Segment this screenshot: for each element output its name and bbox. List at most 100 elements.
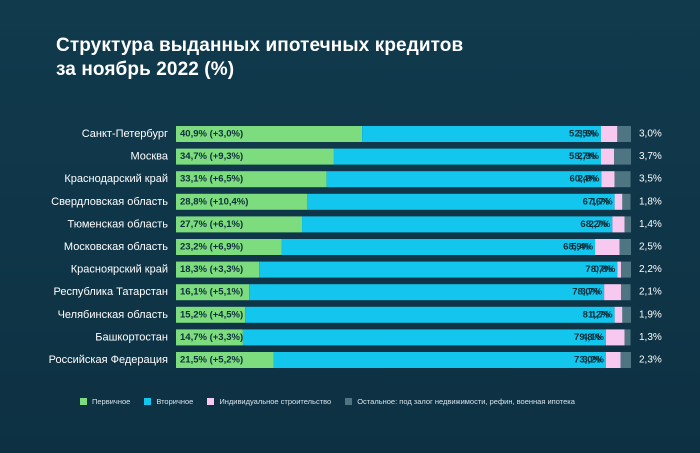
data-label-primary: 40,9% (+3,0%) xyxy=(180,129,243,140)
data-label-other: 2,1% xyxy=(639,287,662,298)
data-label-primary: 16,1% (+5,1%) xyxy=(180,287,243,298)
data-label-secondary: 60,4% xyxy=(569,174,596,185)
data-label-primary: 27,7% (+6,1%) xyxy=(180,219,243,230)
bar-segment-individual xyxy=(612,216,625,233)
bar-segment-individual xyxy=(605,352,621,368)
legend-label-primary: Первичное xyxy=(92,397,131,406)
bar-segment-individual xyxy=(605,329,625,346)
data-label-other: 3,5% xyxy=(639,174,662,185)
data-label-secondary: 68,2% xyxy=(580,219,607,230)
bar-segment-primary xyxy=(176,216,303,233)
bar-segment-secondary xyxy=(281,239,596,255)
category-label: Краснодарский край xyxy=(64,173,168,185)
legend-label-individual: Индивидуальное строительство xyxy=(219,397,332,406)
data-label-other: 3,0% xyxy=(639,129,662,140)
category-label: Санкт-Петербург xyxy=(82,128,168,140)
data-label-other: 3,7% xyxy=(639,151,662,162)
chart-title-line-2: за ноябрь 2022 (%) xyxy=(56,59,235,80)
legend-item-other: Остальное: под залог недвижимости, рефин… xyxy=(345,397,575,406)
bar-segment-other xyxy=(620,284,631,301)
chart-title: Структура выданных ипотечных кредитов за… xyxy=(56,34,576,82)
data-label-individual: 1,7% xyxy=(591,309,613,320)
bar-segment-individual xyxy=(614,306,623,323)
data-label-primary: 18,3% (+3,3%) xyxy=(180,264,243,275)
data-label-other: 1,9% xyxy=(639,309,662,320)
data-label-individual: 3,6% xyxy=(577,129,599,140)
data-label-other: 2,3% xyxy=(639,355,662,366)
legend-item-primary: Первичное xyxy=(80,397,130,406)
bar-segment-other xyxy=(614,148,632,165)
category-label: Красноярский край xyxy=(71,264,168,276)
data-label-other: 1,3% xyxy=(639,332,662,343)
bar-segment-other xyxy=(614,171,631,188)
data-label-primary: 28,8% (+10,4%) xyxy=(180,196,248,207)
category-label: Челябинская область xyxy=(58,309,169,321)
data-label-secondary: 73,0% xyxy=(574,355,601,366)
bar-segment-secondary xyxy=(307,193,615,210)
bar-segment-individual xyxy=(600,126,618,142)
data-label-secondary: 58,7% xyxy=(569,151,596,162)
bar-segment-secondary xyxy=(242,329,606,346)
category-label: Московская область xyxy=(64,241,168,253)
bar-segment-individual xyxy=(601,171,615,188)
category-label: Свердловская область xyxy=(51,196,168,208)
category-label: Российская Федерация xyxy=(49,354,168,366)
category-label: Республика Татарстан xyxy=(53,286,168,298)
bar-segment-secondary xyxy=(245,306,615,323)
bar-segment-individual xyxy=(600,148,615,165)
data-label-individual: 2,7% xyxy=(589,219,611,230)
bar-segment-secondary xyxy=(333,148,601,165)
bar-segment-primary xyxy=(176,261,260,278)
bar-segment-primary xyxy=(176,126,363,142)
bar-segment-secondary xyxy=(259,261,618,278)
chart-title-line-1: Структура выданных ипотечных кредитов xyxy=(56,35,464,56)
data-label-primary: 23,2% (+6,9%) xyxy=(180,242,243,253)
data-label-individual: 3,7% xyxy=(580,287,602,298)
data-label-individual: 0,8% xyxy=(594,264,616,275)
bar-segment-individual xyxy=(595,239,620,255)
data-label-secondary: 78,7% xyxy=(585,264,612,275)
bar-segment-other xyxy=(622,193,631,210)
bar-segment-secondary xyxy=(273,352,606,368)
bar-segment-primary xyxy=(176,329,243,346)
bar-segment-other xyxy=(622,306,631,323)
bar-segment-other xyxy=(620,261,631,278)
bar-segment-primary xyxy=(176,352,274,368)
bar-segment-secondary xyxy=(362,126,601,142)
category-label: Тюменская область xyxy=(67,218,168,230)
legend-swatch-individual xyxy=(207,398,215,405)
data-label-secondary: 68,9% xyxy=(563,242,590,253)
data-label-secondary: 78,0% xyxy=(572,287,599,298)
legend-swatch-other xyxy=(345,398,353,405)
data-label-secondary: 52,5% xyxy=(569,129,596,140)
chart-legend: Первичное Вторичное Индивидуальное строи… xyxy=(80,397,575,406)
data-label-other: 1,8% xyxy=(639,196,662,207)
data-label-other: 2,5% xyxy=(639,242,662,253)
legend-swatch-primary xyxy=(80,398,87,405)
legend-swatch-secondary xyxy=(144,398,152,405)
bar-segment-primary xyxy=(176,284,250,301)
data-label-individual: 3,2% xyxy=(582,355,604,366)
legend-item-secondary: Вторичное xyxy=(144,397,193,406)
bar-segment-primary xyxy=(176,193,308,210)
data-label-individual: 4,1% xyxy=(582,332,604,343)
bar-segment-secondary xyxy=(249,284,605,301)
data-label-primary: 33,1% (+6,5%) xyxy=(180,174,243,185)
bar-segment-other xyxy=(617,126,631,142)
data-label-other: 2,2% xyxy=(639,264,662,275)
bar-segment-individual xyxy=(614,193,623,210)
bar-segment-other xyxy=(624,216,631,233)
data-label-individual: 2,9% xyxy=(578,174,600,185)
data-label-other: 1,4% xyxy=(639,219,662,230)
category-label: Москва xyxy=(130,151,168,163)
legend-item-individual: Индивидуальное строительство xyxy=(207,397,331,406)
data-label-primary: 14,7% (+3,3%) xyxy=(180,332,243,343)
data-label-individual: 5,4% xyxy=(571,242,593,253)
bar-segment-primary xyxy=(176,148,334,165)
bar-segment-primary xyxy=(176,306,246,323)
data-label-primary: 21,5% (+5,2%) xyxy=(180,355,243,366)
data-label-secondary: 67,6% xyxy=(583,196,610,207)
bar-segment-other xyxy=(620,352,631,368)
